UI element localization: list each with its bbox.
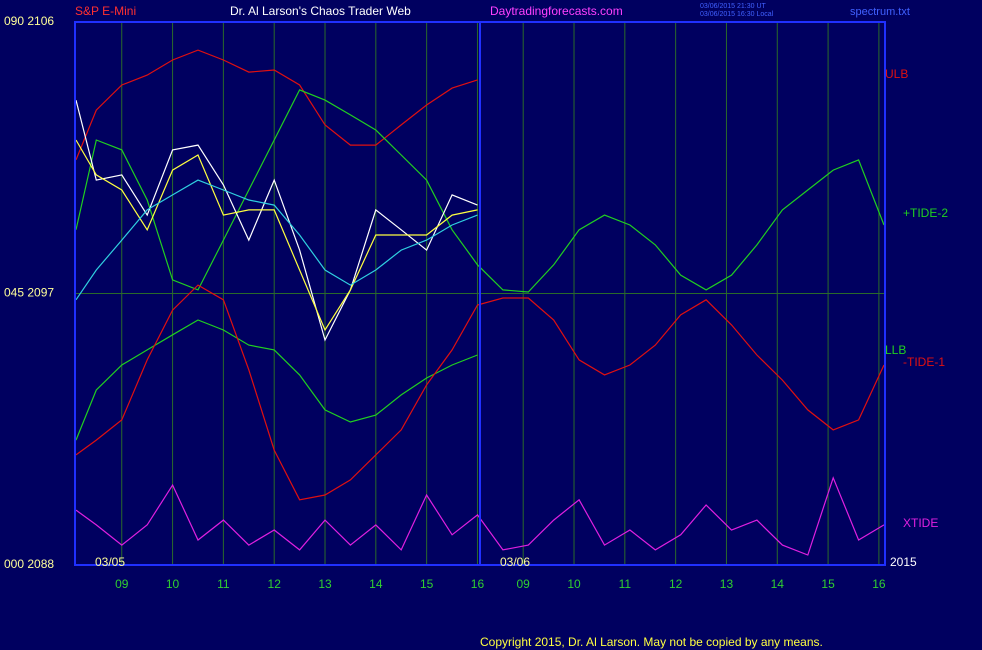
x-tick-label: 10 xyxy=(567,577,581,591)
timestamp: 03/06/2015 21:30 UT xyxy=(700,3,766,10)
series-label: LLB xyxy=(885,343,906,357)
date-label: 03/06 xyxy=(500,555,530,569)
file-name: spectrum.txt xyxy=(850,6,910,18)
series-label: -TIDE-1 xyxy=(903,355,945,369)
chart-title: Dr. Al Larson's Chaos Trader Web xyxy=(230,4,411,18)
instrument: S&P E-Mini xyxy=(75,4,136,18)
timestamp: 03/06/2015 16:30 Local xyxy=(700,11,774,18)
series-line xyxy=(75,319,478,441)
y-tick-label: 090 2106 xyxy=(4,14,54,28)
x-tick-label: 11 xyxy=(619,577,632,591)
series-line xyxy=(75,476,885,556)
series-label: XTIDE xyxy=(903,516,938,530)
x-tick-label: 13 xyxy=(720,577,734,591)
x-tick-label: 14 xyxy=(771,577,785,591)
x-tick-label: 15 xyxy=(420,577,434,591)
x-tick-label: 10 xyxy=(166,577,180,591)
series-label: ULB xyxy=(885,67,908,81)
series-line xyxy=(75,139,478,332)
site: Daytradingforecasts.com xyxy=(490,4,623,18)
y-tick-label: 045 2097 xyxy=(4,286,54,300)
x-tick-label: 09 xyxy=(115,577,129,591)
x-tick-label: 11 xyxy=(217,577,230,591)
series-line xyxy=(75,49,478,161)
series-line xyxy=(75,89,885,293)
plot-area xyxy=(75,21,885,566)
date-label: 03/05 xyxy=(95,555,125,569)
x-tick-label: 12 xyxy=(268,577,282,591)
series-line xyxy=(75,99,478,342)
y-tick-label: 000 2088 xyxy=(4,557,54,571)
x-tick-label: 13 xyxy=(318,577,332,591)
x-tick-label: 16 xyxy=(872,577,886,591)
x-tick-label: 16 xyxy=(471,577,485,591)
x-tick-label: 12 xyxy=(669,577,683,591)
series-line xyxy=(75,284,885,501)
x-tick-label: 14 xyxy=(369,577,383,591)
x-tick-label: 15 xyxy=(821,577,835,591)
date-label: 2015 xyxy=(890,555,917,569)
copyright: Copyright 2015, Dr. Al Larson. May not b… xyxy=(480,635,823,649)
series-label: +TIDE-2 xyxy=(903,206,948,220)
series-line xyxy=(75,179,478,301)
x-tick-label: 09 xyxy=(517,577,531,591)
